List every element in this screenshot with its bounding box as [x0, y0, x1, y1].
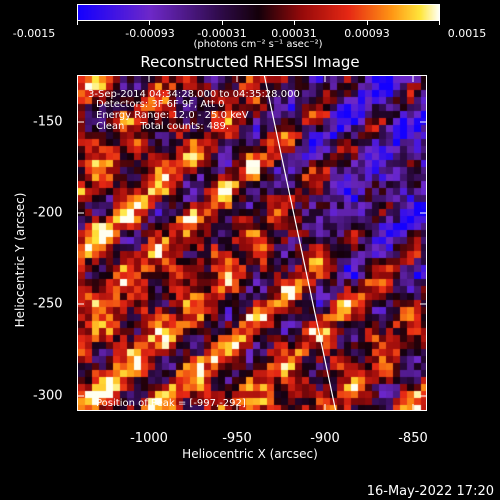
y-tick-label: -150	[33, 114, 63, 130]
peak-position-annotation: Position of Peak = [-997,-292]	[96, 398, 246, 409]
colorbar-tick-label: 0.00031	[271, 27, 317, 40]
x-tick-label: -850	[398, 431, 428, 446]
colorbar-tick	[149, 21, 150, 25]
energy-range-annotation: Energy Range: 12.0 - 25.0 keV	[96, 110, 249, 121]
datestamp: 16-May-2022 17:20	[366, 484, 494, 499]
image-plot-area[interactable]: 3-Sep-2014 04:34:28.000 to 04:35:28.000 …	[77, 75, 427, 411]
y-tick-label: -300	[33, 388, 63, 404]
x-tick-label: -900	[310, 431, 340, 446]
colorbar-tick	[294, 21, 295, 25]
detectors-annotation: Detectors: 3F 6F 9F, Att 0	[96, 99, 225, 110]
colorbar-tick	[222, 21, 223, 25]
colorbar-tick-label: -0.00093	[125, 27, 175, 40]
x-tick-label: -1000	[130, 431, 168, 446]
solar-limb-line	[263, 76, 337, 410]
x-tick-label: -950	[222, 431, 252, 446]
colorbar-units: (photons cm⁻² s⁻¹ asec⁻²)	[193, 39, 323, 50]
y-tick-label: -200	[33, 205, 63, 221]
colorbar-gradient	[78, 5, 439, 20]
colorbar-tick-label: 0.0015	[447, 27, 487, 40]
colorbar-tick	[367, 21, 368, 25]
colorbar-tick	[439, 21, 440, 25]
time-range-annotation: 3-Sep-2014 04:34:28.000 to 04:35:28.000	[88, 89, 300, 100]
limb-overlay	[263, 76, 337, 410]
y-tick-label: -250	[33, 296, 63, 312]
colorbar-tick-label: -0.00031	[197, 27, 247, 40]
colorbar	[77, 4, 440, 21]
rhessi-image-map[interactable]	[78, 76, 426, 410]
colorbar-tick	[77, 21, 78, 25]
x-axis-label: Heliocentric X (arcsec)	[182, 447, 318, 461]
plot-title: Reconstructed RHESSI Image	[140, 53, 360, 71]
colorbar-tick-label: -0.0015	[12, 27, 56, 40]
clean-counts-annotation: Clean Total counts: 489.	[96, 121, 230, 132]
colorbar-tick-label: 0.00093	[344, 27, 390, 40]
y-axis-label: Heliocentric Y (arcsec)	[13, 192, 27, 328]
